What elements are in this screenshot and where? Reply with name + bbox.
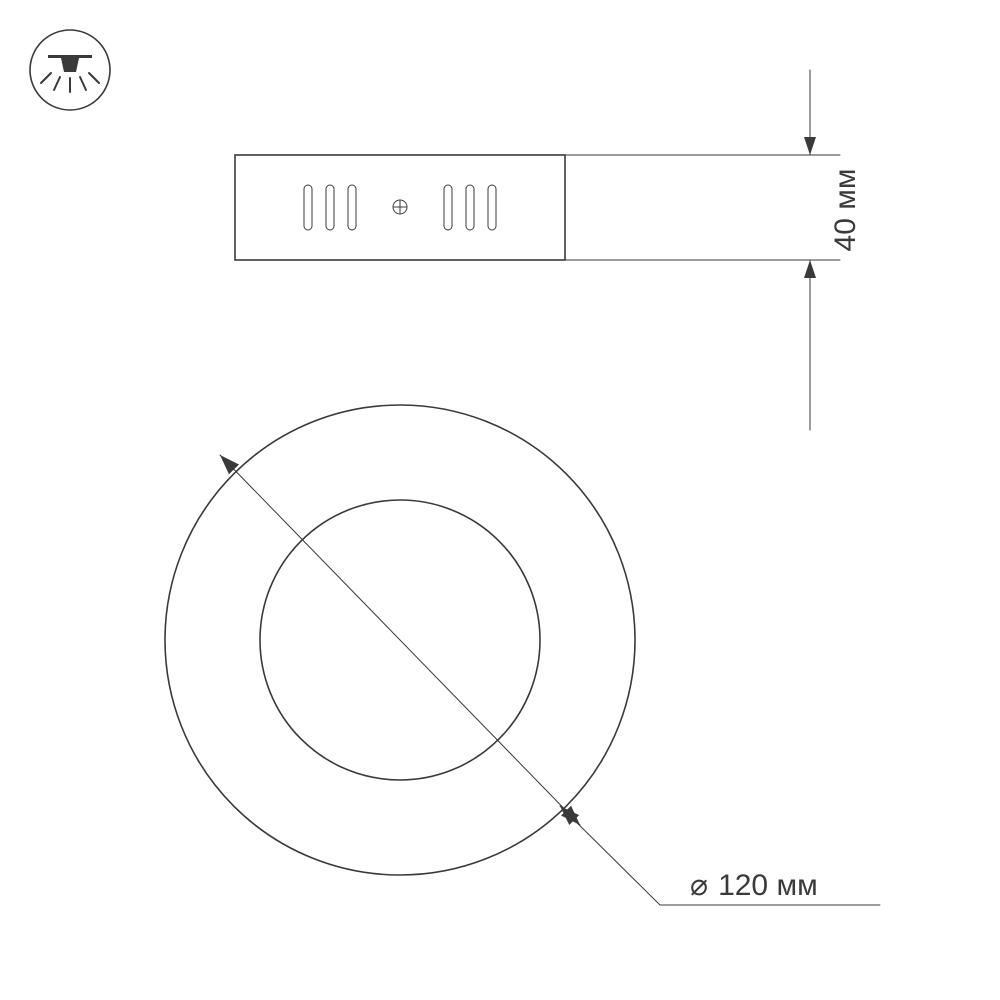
- ceiling-light-icon: [30, 30, 110, 110]
- vent-slot: [326, 185, 334, 230]
- vent-slot: [304, 185, 312, 230]
- vent-slot: [488, 185, 496, 230]
- side-view: [235, 155, 565, 260]
- vent-slot: [348, 185, 356, 230]
- diameter-dimension: ⌀120 мм: [560, 806, 880, 905]
- vent-slot: [444, 185, 452, 230]
- height-label: 40 мм: [829, 169, 862, 252]
- height-dimension: 40 мм: [565, 70, 862, 430]
- top-view: [165, 405, 635, 875]
- vent-slot: [466, 185, 474, 230]
- diameter-label: ⌀120 мм: [690, 869, 818, 902]
